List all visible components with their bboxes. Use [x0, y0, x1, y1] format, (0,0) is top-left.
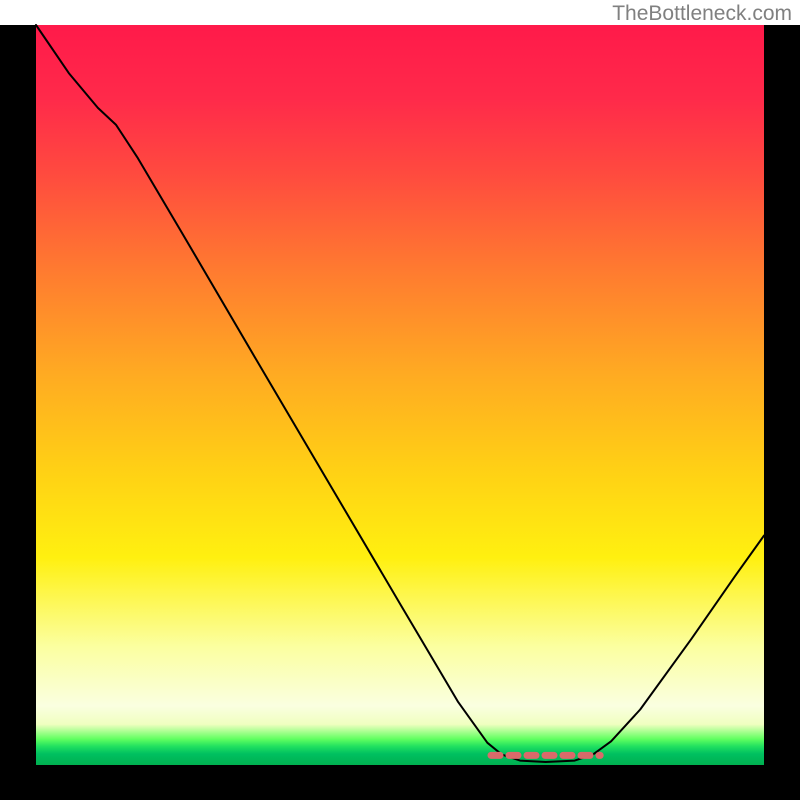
- plot-gradient: [36, 25, 764, 765]
- watermark-text: TheBottleneck.com: [612, 2, 792, 26]
- chart-container: { "watermark": { "text": "TheBottleneck.…: [0, 0, 800, 800]
